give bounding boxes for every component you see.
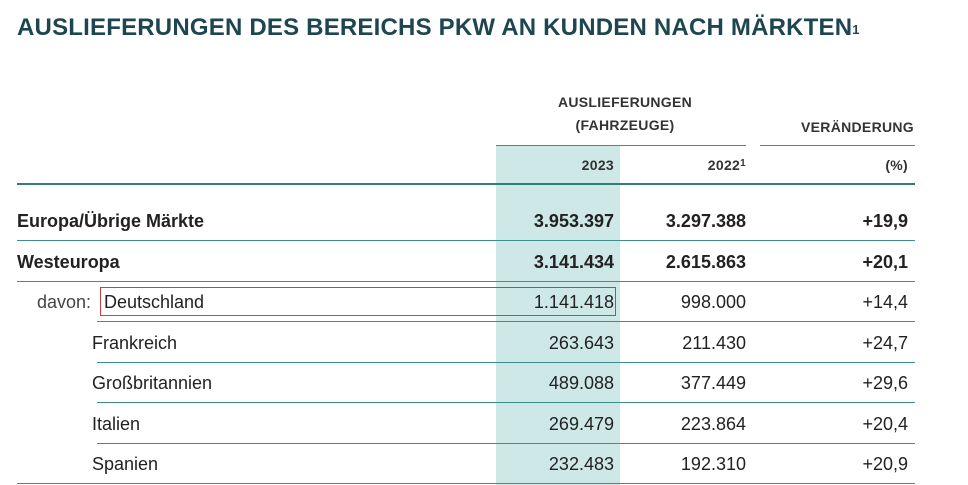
title-footnote: 1 — [852, 22, 859, 37]
row-value-2022: 223.864 — [630, 413, 746, 435]
row-change: +20,1 — [760, 251, 908, 273]
row-prefix: davon: — [37, 291, 91, 313]
header-group-line1: AUSLIEFERUNGEN — [500, 91, 750, 114]
row-label: Italien — [92, 413, 140, 435]
row-value-2022: 192.310 — [630, 453, 746, 475]
row-value-2023: 269.479 — [496, 413, 614, 435]
row-label: Westeuropa — [17, 251, 120, 273]
row-change: +19,9 — [760, 210, 908, 232]
header-year-footnote: 1 — [740, 158, 746, 169]
row-value-2022: 998.000 — [630, 291, 746, 313]
row-divider — [17, 240, 915, 241]
row-value-2022: 211.430 — [630, 332, 746, 354]
header-change-unit: (%) — [760, 154, 908, 177]
header-rule-change — [760, 145, 915, 146]
row-value-2023: 3.953.397 — [496, 210, 614, 232]
row-value-2023: 3.141.434 — [496, 251, 614, 273]
header-group-line2: (FAHRZEUGE) — [500, 114, 750, 137]
row-change: +20,9 — [760, 453, 908, 475]
row-divider — [97, 362, 915, 363]
header-rule-group — [496, 145, 746, 146]
row-divider — [17, 281, 915, 282]
row-value-2023: 232.483 — [496, 453, 614, 475]
row-value-2022: 3.297.388 — [630, 210, 746, 232]
row-divider — [97, 402, 915, 403]
selection-highlight-box — [100, 287, 616, 316]
row-value-2023: 489.088 — [496, 372, 614, 394]
header-year-2022: 20221 — [630, 154, 746, 177]
row-label: Frankreich — [92, 332, 177, 354]
row-label: Großbritannien — [92, 372, 212, 394]
row-label: Europa/Übrige Märkte — [17, 210, 204, 232]
row-change: +20,4 — [760, 413, 908, 435]
row-change: +24,7 — [760, 332, 908, 354]
row-change: +29,6 — [760, 372, 908, 394]
table-title: AUSLIEFERUNGEN DES BEREICHS PKW AN KUNDE… — [17, 11, 917, 44]
row-value-2023: 263.643 — [496, 332, 614, 354]
header-rule-bottom — [17, 183, 915, 185]
header-year-2023: 2023 — [496, 154, 614, 177]
row-value-2022: 2.615.863 — [630, 251, 746, 273]
header-change-label: VERÄNDERUNG — [760, 116, 914, 139]
row-value-2022: 377.449 — [630, 372, 746, 394]
row-label: Spanien — [92, 453, 158, 475]
row-divider — [97, 443, 915, 444]
row-change: +14,4 — [760, 291, 908, 313]
row-divider — [17, 483, 915, 484]
row-divider — [97, 321, 915, 322]
